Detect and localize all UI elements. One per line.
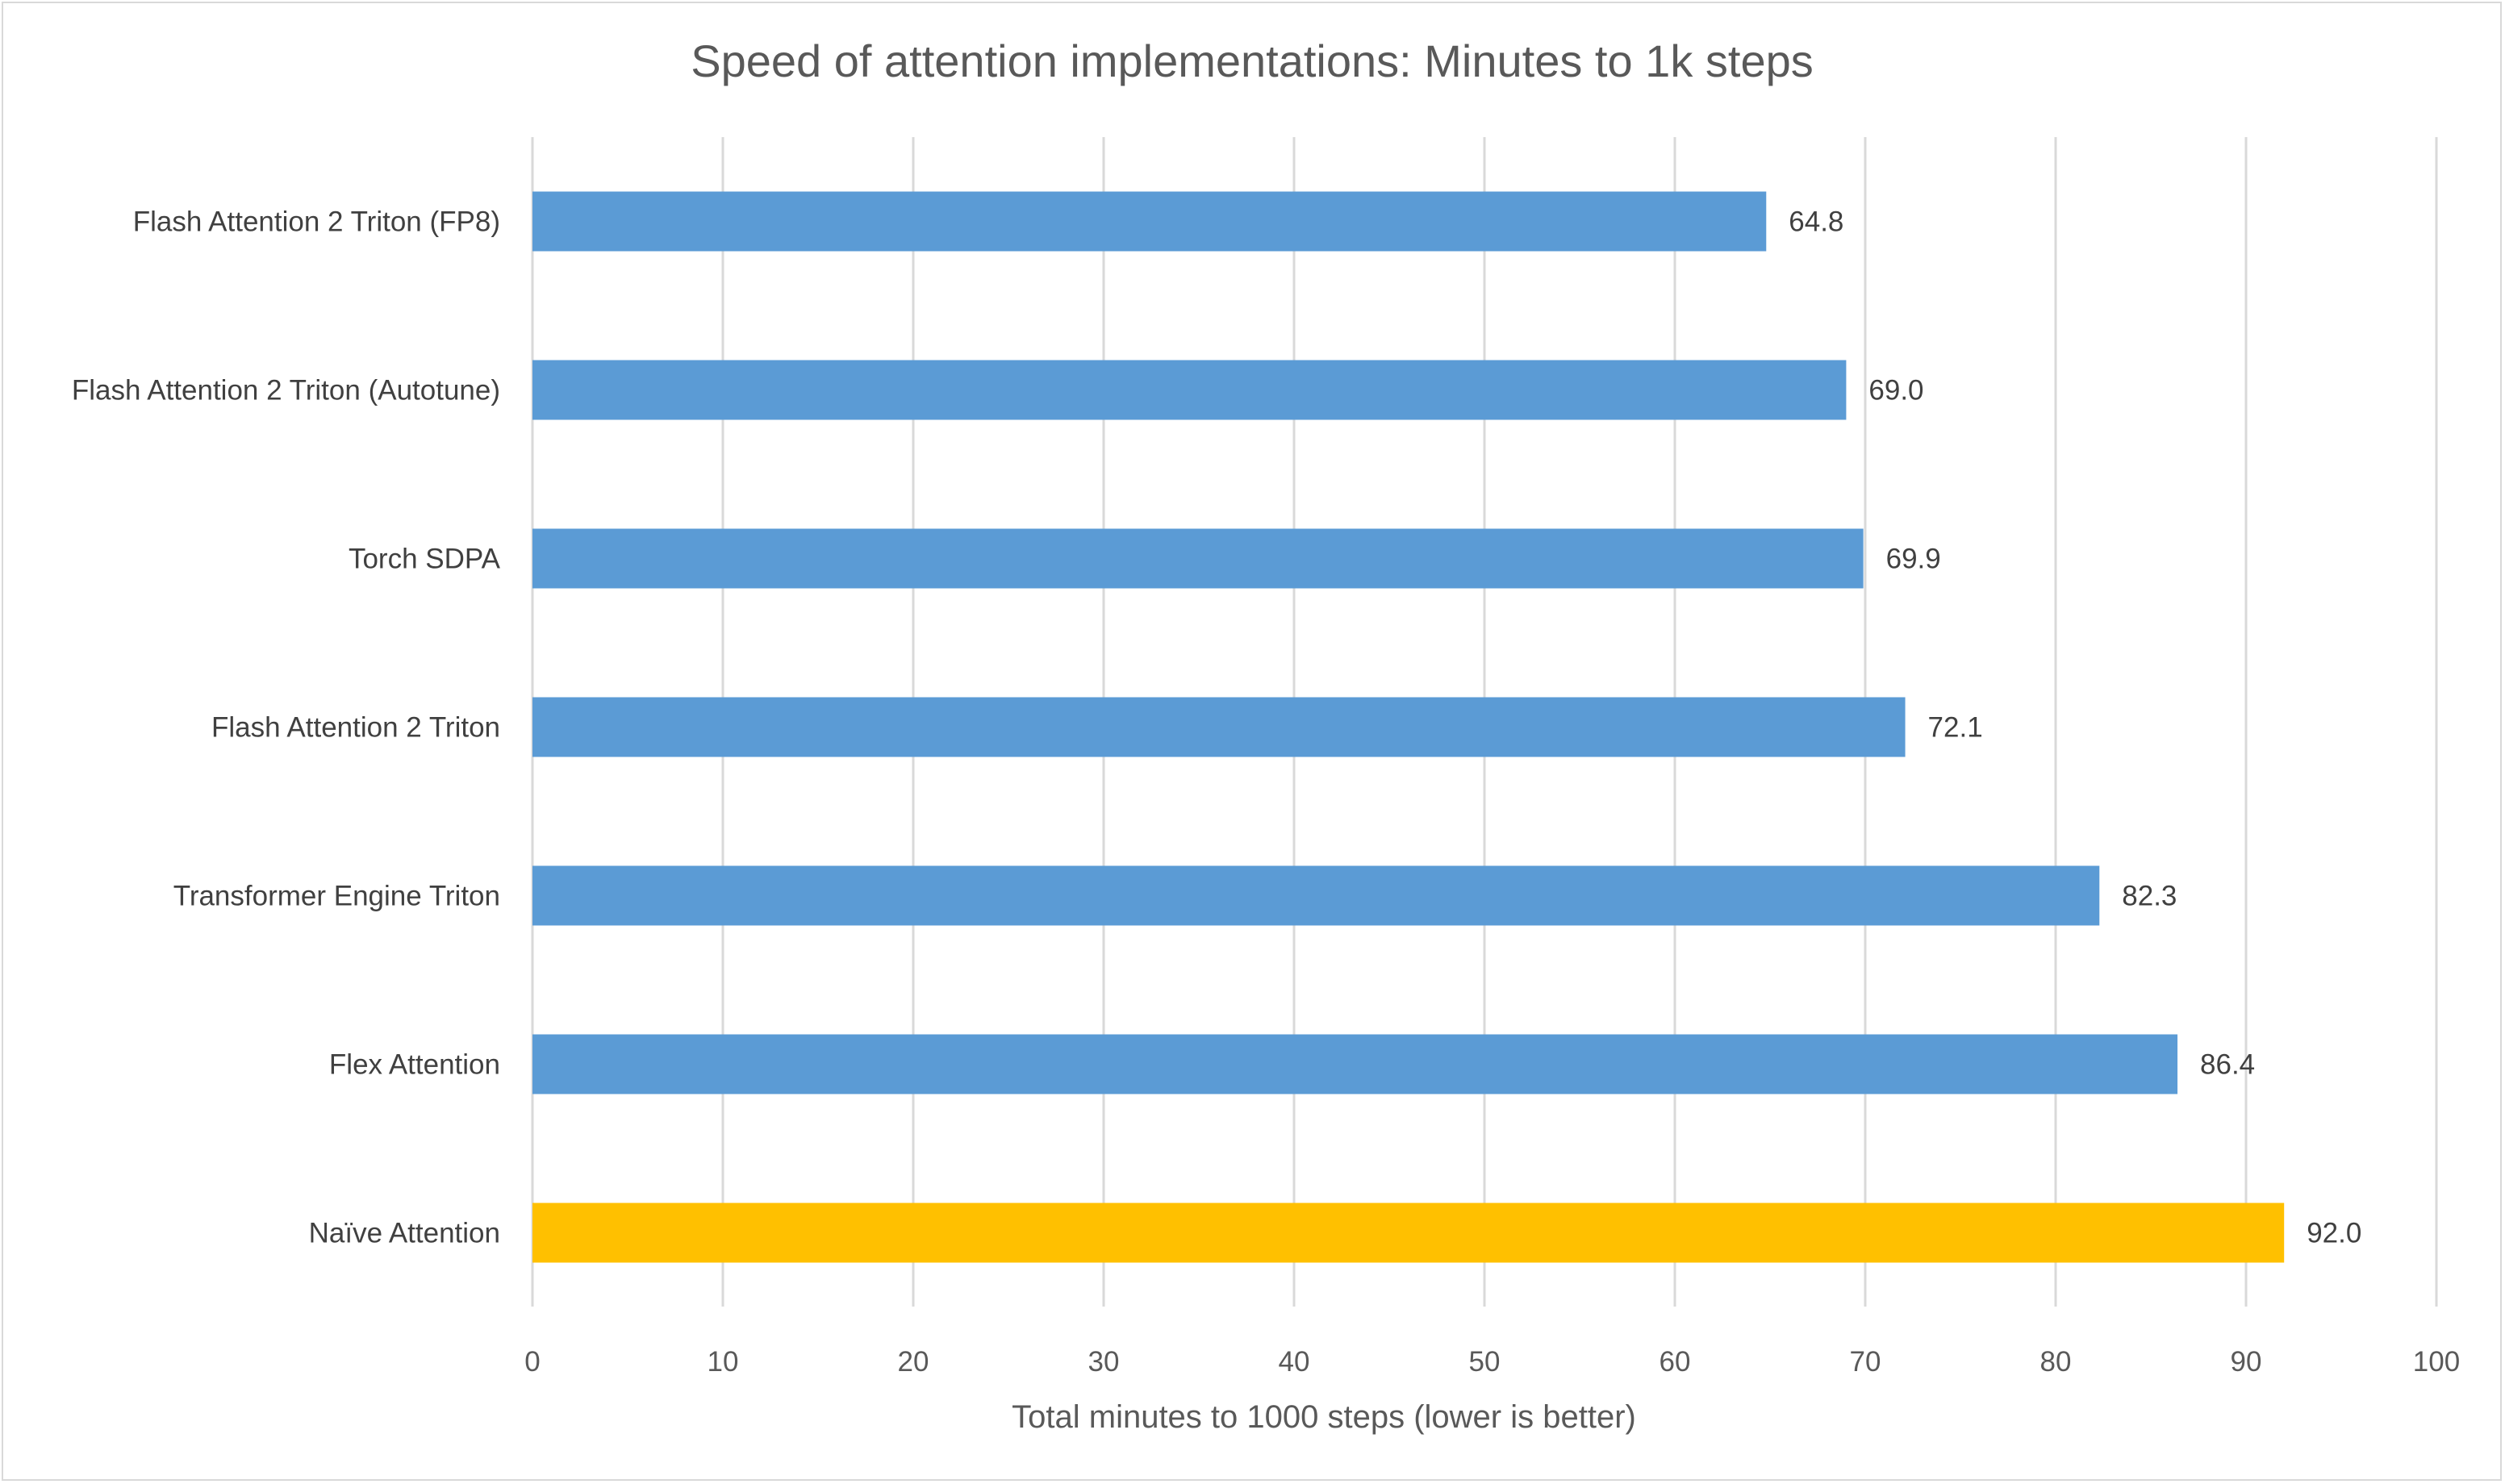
category-label-2: Torch SDPA (349, 544, 501, 575)
x-axis-title: Total minutes to 1000 steps (lower is be… (1012, 1399, 1636, 1435)
data-label-2: 69.9 (1886, 544, 1941, 575)
gridlines (531, 137, 2438, 1307)
category-label-6: Naïve Attention (309, 1218, 500, 1249)
bar-5 (532, 1034, 2178, 1094)
x-tick-label-60: 60 (1660, 1346, 1691, 1378)
x-tick-label-10: 10 (708, 1346, 739, 1378)
x-tick-label-70: 70 (1850, 1346, 1881, 1378)
x-axis-tick-labels: 0 10 20 30 40 50 60 70 80 90 100 (524, 1346, 2460, 1378)
data-label-4: 82.3 (2122, 881, 2177, 912)
bar-2 (532, 528, 1864, 589)
chart-title: Speed of attention implementations: Minu… (691, 35, 1813, 86)
bar-1 (532, 360, 1847, 420)
bars (532, 191, 2285, 1263)
x-tick-label-0: 0 (524, 1346, 540, 1378)
x-tick-label-100: 100 (2413, 1346, 2460, 1378)
data-labels: 64.8 69.0 69.9 72.1 82.3 86.4 92.0 (1789, 206, 2361, 1249)
x-tick-label-40: 40 (1279, 1346, 1310, 1378)
data-label-0: 64.8 (1789, 206, 1843, 238)
bar-4 (532, 865, 2100, 926)
data-label-3: 72.1 (1928, 712, 1983, 744)
x-tick-label-50: 50 (1469, 1346, 1501, 1378)
category-label-1: Flash Attention 2 Triton (Autotune) (72, 375, 500, 406)
category-label-4: Transformer Engine Triton (173, 881, 500, 912)
bar-0 (532, 191, 1767, 252)
x-tick-label-30: 30 (1088, 1346, 1120, 1378)
data-label-5: 86.4 (2200, 1049, 2255, 1081)
category-labels: Flash Attention 2 Triton (FP8) Flash Atte… (72, 206, 501, 1249)
x-tick-label-80: 80 (2040, 1346, 2072, 1378)
category-label-3: Flash Attention 2 Triton (211, 712, 500, 744)
category-label-0: Flash Attention 2 Triton (FP8) (133, 206, 500, 238)
bar-3 (532, 697, 1906, 757)
data-label-1: 69.0 (1868, 375, 1923, 406)
bar-6 (532, 1203, 2285, 1263)
data-label-6: 92.0 (2307, 1218, 2361, 1249)
x-tick-label-90: 90 (2231, 1346, 2262, 1378)
category-label-5: Flex Attention (329, 1049, 500, 1081)
x-tick-label-20: 20 (898, 1346, 929, 1378)
